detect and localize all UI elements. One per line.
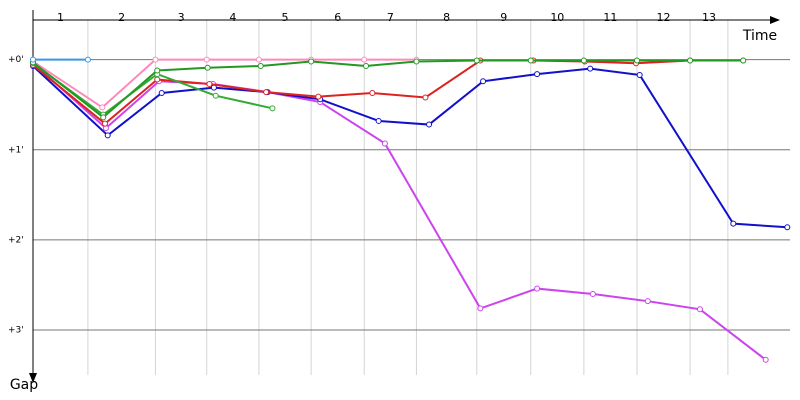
data-point xyxy=(363,62,370,69)
y-tick-label: +1' xyxy=(8,145,24,155)
series-line xyxy=(32,58,417,109)
data-point xyxy=(589,290,596,297)
data-point xyxy=(204,64,211,71)
data-point xyxy=(263,89,270,96)
data-point xyxy=(413,58,420,65)
data-point xyxy=(473,57,480,64)
y-axis-label: Gap xyxy=(10,377,38,393)
data-point xyxy=(104,132,111,139)
data-point xyxy=(154,76,161,83)
lap-label: 1 xyxy=(57,11,64,24)
lap-label: 8 xyxy=(443,11,450,24)
lap-label: 5 xyxy=(282,11,289,24)
data-point xyxy=(257,62,264,69)
lap-label: 12 xyxy=(657,11,671,24)
data-point xyxy=(381,140,388,147)
data-point xyxy=(633,57,640,64)
series-line xyxy=(32,59,744,125)
data-point xyxy=(696,306,703,313)
data-point xyxy=(644,298,651,305)
data-point xyxy=(687,57,694,64)
y-tick-label: +2' xyxy=(8,235,24,245)
data-point xyxy=(100,114,107,121)
data-point xyxy=(477,305,484,312)
data-point xyxy=(315,93,322,100)
data-point xyxy=(580,57,587,64)
data-point xyxy=(369,90,376,96)
lap-label: 3 xyxy=(178,11,185,24)
lap-label: 6 xyxy=(334,11,341,24)
data-point xyxy=(158,90,165,96)
data-point xyxy=(308,58,315,65)
data-point xyxy=(206,80,213,87)
y-axis-arrow xyxy=(29,373,37,383)
data-point xyxy=(255,56,262,63)
data-point xyxy=(636,71,643,78)
data-point xyxy=(762,356,769,363)
data-point xyxy=(84,56,91,63)
data-point xyxy=(426,121,433,128)
data-point xyxy=(587,65,594,72)
lap-label: 7 xyxy=(387,11,394,24)
y-tick-label: +3' xyxy=(8,326,24,336)
lap-label: 9 xyxy=(500,11,507,24)
data-point xyxy=(740,57,747,64)
data-point xyxy=(102,120,109,127)
data-point xyxy=(212,92,219,99)
data-point xyxy=(30,56,36,63)
data-point xyxy=(203,56,210,63)
lap-label: 13 xyxy=(702,11,716,24)
series-line xyxy=(32,59,744,119)
data-point xyxy=(375,117,382,124)
data-point xyxy=(99,104,106,111)
data-point xyxy=(534,285,541,292)
data-point xyxy=(480,78,487,85)
lap-label: 4 xyxy=(229,11,236,24)
y-tick-label: +0' xyxy=(8,55,24,65)
data-point xyxy=(784,224,791,231)
series-line xyxy=(32,65,788,229)
lap-label: 2 xyxy=(118,11,125,24)
data-point xyxy=(269,105,276,112)
x-axis-arrow xyxy=(770,16,780,24)
data-point xyxy=(730,220,737,227)
data-point xyxy=(534,71,541,78)
data-point xyxy=(361,56,368,63)
x-axis-label: Time xyxy=(742,28,777,44)
lap-label: 11 xyxy=(603,11,617,24)
data-point xyxy=(154,67,161,74)
lap-label: 10 xyxy=(550,11,564,24)
data-point xyxy=(152,56,159,63)
data-point xyxy=(527,57,534,64)
data-point xyxy=(422,94,429,101)
